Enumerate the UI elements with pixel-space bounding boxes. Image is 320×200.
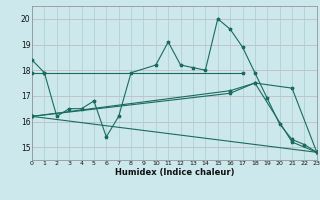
X-axis label: Humidex (Indice chaleur): Humidex (Indice chaleur) <box>115 168 234 177</box>
